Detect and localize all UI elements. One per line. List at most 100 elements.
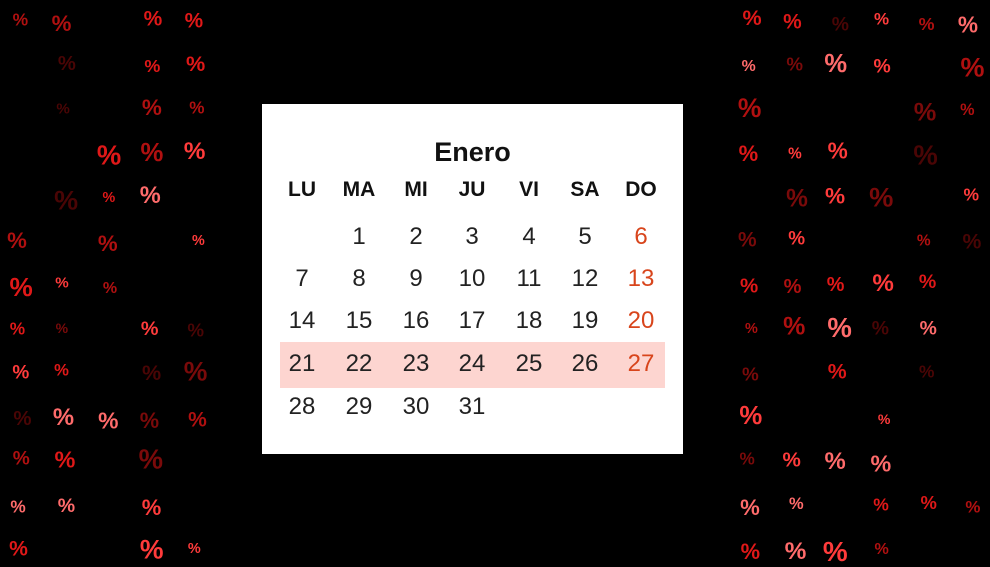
percent-icon: %: [919, 361, 935, 382]
percent-icon: %: [825, 183, 846, 209]
percent-icon: %: [141, 95, 162, 121]
percent-icon: %: [141, 495, 162, 521]
percent-icon: %: [824, 448, 846, 476]
percent-icon: %: [52, 404, 75, 432]
weekday-header: SA: [570, 178, 600, 201]
percent-icon: %: [918, 271, 937, 294]
percent-icon: %: [920, 491, 937, 513]
percent-icon: %: [9, 537, 28, 561]
date-cell: 26: [571, 350, 599, 377]
percent-icon: %: [918, 13, 935, 34]
date-cell: 19: [571, 307, 599, 334]
percent-icon: %: [188, 408, 207, 432]
percent-icon: %: [56, 100, 70, 118]
percent-icon: %: [740, 494, 760, 520]
percent-icon: %: [871, 317, 889, 340]
percent-icon: %: [827, 311, 852, 343]
date-cell: 9: [409, 265, 423, 292]
percent-icon: %: [140, 138, 164, 167]
percent-icon: %: [55, 274, 69, 292]
date-cell: 31: [458, 393, 486, 420]
percent-icon: %: [102, 190, 116, 207]
percent-icon: %: [742, 363, 759, 385]
percent-icon: %: [186, 51, 206, 77]
percent-icon: %: [957, 11, 979, 38]
percent-icon: %: [824, 50, 848, 79]
percent-icon: %: [187, 541, 201, 558]
date-cell: 28: [288, 393, 316, 420]
percent-icon: %: [786, 53, 803, 75]
percent-icon: %: [870, 450, 892, 477]
percent-icon: %: [139, 407, 160, 433]
calendar-card: Enero LU MA MI JU VI SA DO 1 2 3 4 5 6 7 8 9 10 11 12 13 14 1…: [262, 104, 683, 454]
date-cell: 21: [288, 350, 316, 377]
date-cell: 18: [515, 307, 543, 334]
percent-icon: %: [789, 495, 804, 514]
percent-icon: %: [740, 538, 761, 564]
percent-icon: %: [98, 407, 119, 434]
percent-icon: %: [12, 8, 29, 29]
percent-icon: %: [738, 141, 759, 167]
month-title: Enero: [434, 137, 511, 167]
weekday-header: LU: [288, 178, 316, 201]
percent-icon: %: [741, 57, 756, 75]
percent-icon: %: [54, 185, 79, 216]
percent-icon: %: [877, 410, 891, 427]
percent-icon: %: [739, 448, 755, 469]
percent-icon: %: [827, 137, 848, 164]
percent-icon: %: [13, 407, 32, 430]
percent-icon: %: [55, 319, 69, 336]
percent-icon: %: [10, 496, 26, 517]
percent-icon: %: [12, 448, 30, 470]
percent-icon: %: [788, 228, 806, 250]
weekday-header: DO: [625, 178, 657, 201]
percent-icon: %: [744, 320, 758, 337]
percent-icon: %: [192, 232, 205, 249]
percent-icon: %: [140, 317, 159, 340]
percent-icon: %: [96, 139, 122, 171]
date-cell: 7: [295, 265, 309, 292]
percent-icon: %: [7, 228, 27, 254]
percent-icon: %: [783, 312, 806, 341]
percent-icon: %: [57, 52, 76, 75]
percent-icon: %: [97, 231, 118, 257]
weekday-header: JU: [458, 178, 486, 201]
percent-icon: %: [57, 494, 76, 517]
percent-icon: %: [873, 494, 889, 515]
date-cell: 23: [402, 350, 430, 377]
weekday-header: MA: [342, 178, 376, 201]
date-cell: 4: [522, 223, 536, 250]
percent-icon: %: [960, 52, 985, 83]
date-cell: 25: [515, 350, 543, 377]
percent-icon: %: [869, 181, 894, 213]
percent-icon: %: [187, 320, 205, 342]
percent-icon: %: [874, 540, 889, 559]
date-cell: 24: [458, 350, 486, 377]
weekday-header: VI: [519, 178, 539, 201]
percent-icon: %: [139, 535, 164, 566]
percent-icon: %: [739, 402, 763, 431]
weekday-header: MI: [404, 178, 428, 201]
percent-icon: %: [144, 56, 161, 77]
percent-icon: %: [919, 317, 937, 340]
sunday-date: 6: [634, 223, 648, 250]
percent-icon: %: [51, 11, 72, 37]
percent-icon: %: [916, 232, 931, 250]
percent-icon: %: [962, 230, 982, 254]
sunday-date: 20: [627, 307, 655, 334]
percent-icon: %: [963, 184, 979, 205]
percent-icon: %: [783, 10, 802, 34]
percent-icon: %: [873, 54, 891, 77]
date-cell: 2: [409, 223, 423, 250]
percent-icon: %: [139, 183, 161, 210]
percent-icon: %: [183, 356, 208, 387]
percent-icon: %: [738, 228, 757, 252]
percent-icon: %: [142, 360, 162, 386]
date-cell: 15: [345, 307, 373, 334]
percent-icon: %: [737, 92, 762, 123]
percent-icon: %: [54, 446, 76, 473]
percent-icon: %: [9, 318, 26, 339]
date-cell: 30: [402, 393, 430, 420]
percent-icon: %: [184, 9, 204, 33]
